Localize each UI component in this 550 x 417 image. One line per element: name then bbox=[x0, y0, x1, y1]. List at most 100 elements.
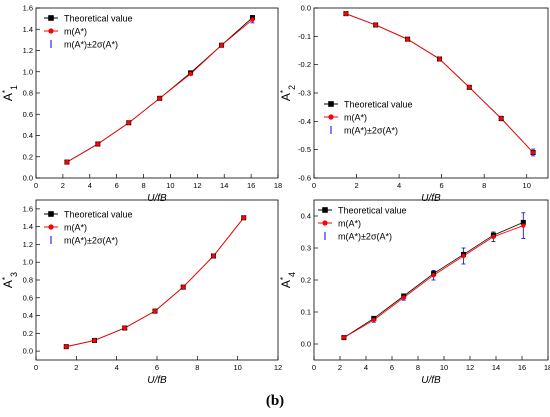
x-tick-label: 0 bbox=[312, 181, 316, 190]
data-point-mean bbox=[431, 273, 436, 278]
x-tick-label: 10 bbox=[166, 181, 174, 190]
legend-marker-mean bbox=[328, 114, 334, 120]
legend-label-theoretical: Theoretical value bbox=[64, 210, 133, 220]
data-point-theoretical bbox=[520, 219, 526, 225]
chart-panel-a2: 0 2 4 6 8 10 0.0 -0.1 -0.2 -0.3 -0.4 -0.5 -0.6 U/fB A*… bbox=[279, 4, 549, 204]
legend-label-theoretical: Theoretical value bbox=[338, 206, 407, 216]
x-tick-label: 16 bbox=[247, 181, 255, 190]
x-axis-label: U/fB bbox=[147, 375, 167, 386]
x-tick-label: 14 bbox=[220, 181, 228, 190]
y-tick-label: 0.2 bbox=[301, 276, 311, 285]
y-tick-label: 1.6 bbox=[23, 4, 33, 13]
legend-label-band: m(A*)±2σ(A*) bbox=[64, 40, 118, 50]
y-axis-label: A*3 bbox=[1, 272, 20, 288]
x-tick-label: 14 bbox=[492, 363, 500, 372]
legend-label-band: m(A*)±2σ(A*) bbox=[344, 126, 398, 136]
data-point-mean bbox=[95, 141, 101, 147]
legend-marker-mean bbox=[322, 220, 328, 226]
data-point-mean bbox=[491, 234, 496, 239]
data-point-mean bbox=[64, 344, 69, 349]
data-point-mean bbox=[521, 223, 526, 228]
x-tick-label: 6 bbox=[440, 181, 444, 190]
x-tick-label: 8 bbox=[141, 181, 145, 190]
data-point-mean bbox=[157, 96, 162, 101]
x-tick-label: 4 bbox=[397, 181, 401, 190]
data-point-mean bbox=[467, 85, 472, 90]
data-point-mean bbox=[219, 42, 224, 48]
legend-marker-theoretical bbox=[328, 101, 334, 107]
y-tick-label: -0.5 bbox=[298, 145, 311, 154]
y-tick-label: 0.4 bbox=[23, 131, 33, 140]
x-tick-label: 4 bbox=[364, 363, 368, 372]
y-tick-label: 0.0 bbox=[23, 347, 33, 356]
x-axis-label: U/fB bbox=[421, 193, 441, 204]
y-tick-label: 0.6 bbox=[23, 293, 33, 302]
data-point-mean bbox=[437, 56, 442, 62]
data-point-mean bbox=[343, 11, 349, 16]
y-tick-label: 0.1 bbox=[301, 308, 311, 317]
data-point-mean bbox=[152, 308, 158, 314]
legend-marker-mean bbox=[48, 224, 54, 230]
y-tick-label: 0.0 bbox=[301, 4, 311, 13]
chart-panel-a1: 0 2 4 6 8 10 12 14 16 18 0.0 0.2 0.4 0.6 0.8 1.0 1.2 1.4 1… bbox=[1, 4, 283, 205]
x-tick-label: 2 bbox=[354, 181, 358, 190]
chart-panel-a3: 0 2 4 6 8 10 12 0.0 0.2 0.4 0.6 0.8 1.0 1.2 1.4 1.6 U/fB… bbox=[1, 199, 282, 386]
x-tick-label: 12 bbox=[193, 181, 201, 190]
data-point-mean bbox=[405, 36, 410, 42]
x-tick-label: 6 bbox=[390, 363, 394, 372]
x-tick-label: 12 bbox=[274, 363, 282, 372]
y-tick-label: 0.3 bbox=[301, 244, 311, 253]
x-tick-label: 8 bbox=[482, 181, 486, 190]
x-axis-label: U/fB bbox=[147, 193, 167, 204]
y-tick-label: 0.4 bbox=[23, 311, 33, 320]
data-point-mean bbox=[188, 71, 193, 77]
x-tick-label: 8 bbox=[195, 363, 199, 372]
legend-label-mean: m(A*) bbox=[64, 223, 87, 233]
x-tick-label: 4 bbox=[88, 181, 92, 190]
y-axis-label: A*4 bbox=[279, 272, 298, 288]
y-tick-label: 0.0 bbox=[301, 340, 311, 349]
data-point-mean bbox=[499, 116, 504, 121]
data-point-mean bbox=[250, 17, 255, 22]
x-tick-label: 0 bbox=[34, 363, 38, 372]
data-point-mean bbox=[401, 295, 406, 300]
y-tick-label: 0.8 bbox=[23, 276, 33, 285]
x-tick-label: 10 bbox=[233, 363, 241, 372]
data-point-mean bbox=[530, 150, 536, 155]
y-tick-label: 1.6 bbox=[23, 204, 33, 213]
data-point-mean bbox=[371, 317, 376, 323]
data-point-mean bbox=[122, 325, 127, 331]
y-tick-label: -0.4 bbox=[298, 117, 311, 126]
y-tick-label: 0.0 bbox=[23, 174, 33, 183]
y-tick-label: 1.4 bbox=[23, 25, 33, 34]
legend-label-theoretical: Theoretical value bbox=[64, 14, 133, 24]
y-tick-label: 1.0 bbox=[23, 258, 33, 267]
data-point-mean bbox=[126, 120, 131, 125]
legend-label-mean: m(A*) bbox=[64, 27, 87, 37]
x-tick-label: 18 bbox=[544, 363, 550, 372]
legend-label-band: m(A*)±2σ(A*) bbox=[338, 232, 392, 242]
y-tick-label: 0.2 bbox=[23, 329, 33, 338]
figure-caption: (b) bbox=[265, 393, 285, 409]
y-tick-label: 1.0 bbox=[23, 67, 33, 76]
x-tick-label: 2 bbox=[61, 181, 65, 190]
data-point-mean bbox=[461, 253, 466, 259]
x-tick-label: 0 bbox=[312, 363, 316, 372]
y-tick-label: 1.2 bbox=[23, 46, 33, 55]
x-axis-label: U/fB bbox=[421, 375, 441, 386]
x-tick-label: 10 bbox=[440, 363, 448, 372]
legend-label-theoretical: Theoretical value bbox=[344, 100, 413, 110]
data-point-mean bbox=[373, 22, 378, 28]
x-tick-label: 16 bbox=[518, 363, 526, 372]
x-tick-label: 6 bbox=[155, 363, 159, 372]
legend-label-mean: m(A*) bbox=[338, 219, 361, 229]
x-tick-label: 8 bbox=[416, 363, 420, 372]
legend-label-band: m(A*)±2σ(A*) bbox=[64, 236, 118, 246]
y-tick-label: 0.6 bbox=[23, 110, 33, 119]
x-tick-label: 10 bbox=[523, 181, 531, 190]
legend-marker-mean bbox=[48, 28, 54, 34]
legend-marker-theoretical bbox=[322, 207, 328, 213]
x-tick-label: 12 bbox=[466, 363, 474, 372]
x-tick-label: 6 bbox=[115, 181, 119, 190]
